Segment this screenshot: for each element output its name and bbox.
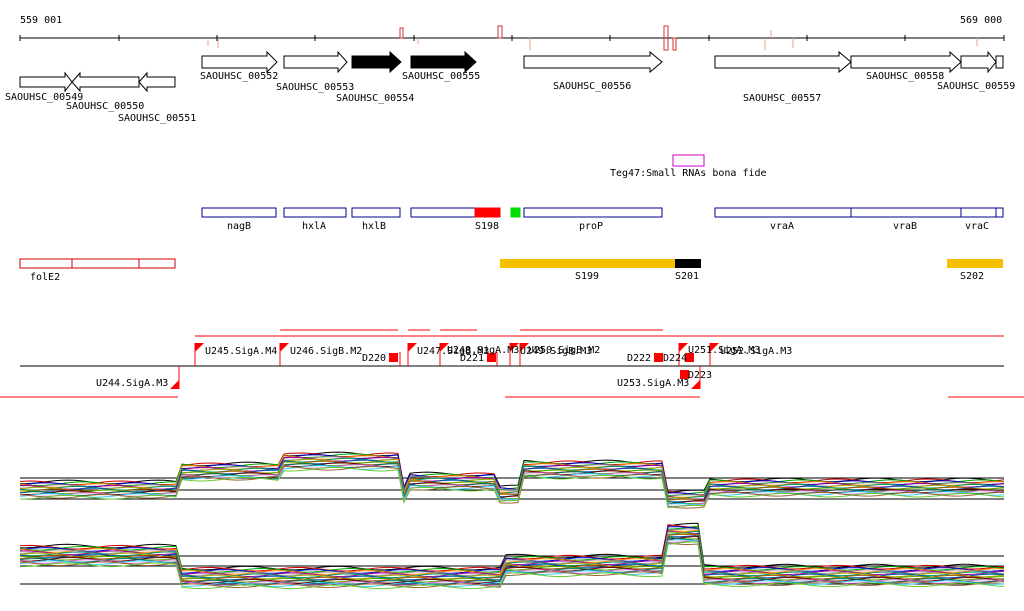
rna-label: S199 xyxy=(575,271,599,282)
ruler-end-label: 569 000 xyxy=(960,15,1002,26)
expression-trace xyxy=(19,526,1005,574)
operon-track: nagB hxlA hxlB S198 proP vraA vraB vraC xyxy=(201,207,1004,232)
gene-label: SAOUHSC_00555 xyxy=(402,71,480,82)
expression-trace xyxy=(19,461,1005,505)
operon-label: S198 xyxy=(475,221,499,232)
expression-trace xyxy=(19,536,1005,583)
operon-box[interactable] xyxy=(283,207,347,218)
expression-panel-top xyxy=(19,451,1005,509)
operon-label: vraB xyxy=(893,221,917,232)
gene-label: SAOUHSC_00556 xyxy=(553,81,631,92)
gene-label: SAOUHSC_00550 xyxy=(66,101,144,112)
small-rna-track: Teg47:Small RNAs bona fide xyxy=(610,154,767,179)
expression-trace xyxy=(19,530,1005,578)
operon-box[interactable] xyxy=(523,207,663,218)
rna-label: S202 xyxy=(960,271,984,282)
tss-label: U252.SigA.M3 xyxy=(720,346,792,357)
gene-arrow[interactable] xyxy=(201,50,278,74)
expression-trace xyxy=(19,531,1005,580)
tss-label: U248.SigA.M3 xyxy=(447,345,519,356)
tss-label: U246.SigB.M2 xyxy=(290,346,362,357)
gene-label: SAOUHSC_00553 xyxy=(276,82,354,93)
s202-box[interactable] xyxy=(947,259,1003,268)
rna-box[interactable] xyxy=(19,258,176,269)
gene-arrow[interactable] xyxy=(283,50,348,74)
operon-label: vraC xyxy=(965,221,989,232)
tss-label: D223 xyxy=(688,370,712,381)
expression-panel-bottom xyxy=(19,522,1005,590)
expression-trace xyxy=(19,525,1005,573)
tss-label: U249.SigB.M3 xyxy=(520,346,592,357)
gene-arrow[interactable] xyxy=(714,50,852,74)
tss-label: D224 xyxy=(663,353,687,364)
expression-trace xyxy=(19,529,1005,575)
tss-label: D222 xyxy=(627,353,651,364)
gene-arrow[interactable] xyxy=(960,50,997,74)
operon-box[interactable] xyxy=(351,207,401,218)
operon-label: hxlA xyxy=(302,221,326,232)
expression-trace xyxy=(19,541,1005,590)
expression-trace xyxy=(19,530,1005,579)
gene-track: SAOUHSC_00549 SAOUHSC_00550 SAOUHSC_0055… xyxy=(5,50,1015,124)
expression-trace xyxy=(19,539,1005,587)
operon-label: nagB xyxy=(227,221,251,232)
rna-track: folE2 S199 S201 S202 xyxy=(19,258,1003,283)
expression-trace xyxy=(19,466,1005,509)
tss-label: D220 xyxy=(362,353,386,364)
small-rna-box[interactable] xyxy=(672,154,705,167)
expression-trace xyxy=(19,457,1005,501)
tss-label: U245.SigA.M4 xyxy=(205,346,277,357)
ruler-start-label: 559 001 xyxy=(20,15,62,26)
small-rna-label: Teg47:Small RNAs bona fide xyxy=(610,168,767,179)
gene-label: SAOUHSC_00557 xyxy=(743,93,821,104)
expression-trace xyxy=(19,454,1005,497)
expression-trace xyxy=(19,535,1005,584)
tss-track: U245.SigA.M4 U246.SigB.M2 D220 U247.SigB… xyxy=(0,329,1024,398)
s199-box[interactable] xyxy=(500,259,675,268)
rna-label: S201 xyxy=(675,271,699,282)
operon-box[interactable] xyxy=(201,207,277,218)
operon-label: vraA xyxy=(770,221,794,232)
gene-arrow[interactable] xyxy=(71,71,140,93)
gene-arrow[interactable] xyxy=(19,71,73,93)
gene-arrow[interactable] xyxy=(351,50,402,74)
gene-label: SAOUHSC_00554 xyxy=(336,93,414,104)
gene-label: SAOUHSC_00558 xyxy=(866,71,944,82)
expression-trace xyxy=(19,465,1005,507)
tss-label: D221 xyxy=(460,353,484,364)
tss-label: U251.SigA.M3 xyxy=(688,345,760,356)
rna-label: folE2 xyxy=(30,272,60,283)
ruler: 559 001 569 000 xyxy=(19,15,1005,51)
operon-label: proP xyxy=(579,221,603,232)
operon-label: hxlB xyxy=(362,221,386,232)
gene-arrow[interactable] xyxy=(850,50,962,74)
expression-trace xyxy=(19,465,1004,509)
gene-label: SAOUHSC_00551 xyxy=(118,113,196,124)
s201-box[interactable] xyxy=(675,259,701,268)
s198-box[interactable] xyxy=(474,207,501,218)
tss-label: U250.SigB.M2 xyxy=(528,345,600,356)
green-box[interactable] xyxy=(510,207,521,218)
gene-arrow[interactable] xyxy=(523,50,663,74)
operon-box[interactable] xyxy=(714,207,1004,218)
tss-label: U247.SigB.M3 xyxy=(417,346,489,357)
tss-label: U244.SigA.M3 xyxy=(96,378,168,389)
gene-label: SAOUHSC_00552 xyxy=(200,71,278,82)
gene-arrow[interactable] xyxy=(138,71,176,93)
gene-label: SAOUHSC_00549 xyxy=(5,92,83,103)
gene-label: SAOUHSC_00559 xyxy=(937,81,1015,92)
tss-label: U253.SigA.M3 xyxy=(617,378,689,389)
expression-trace xyxy=(19,542,1004,589)
gene-arrow[interactable] xyxy=(410,50,477,74)
